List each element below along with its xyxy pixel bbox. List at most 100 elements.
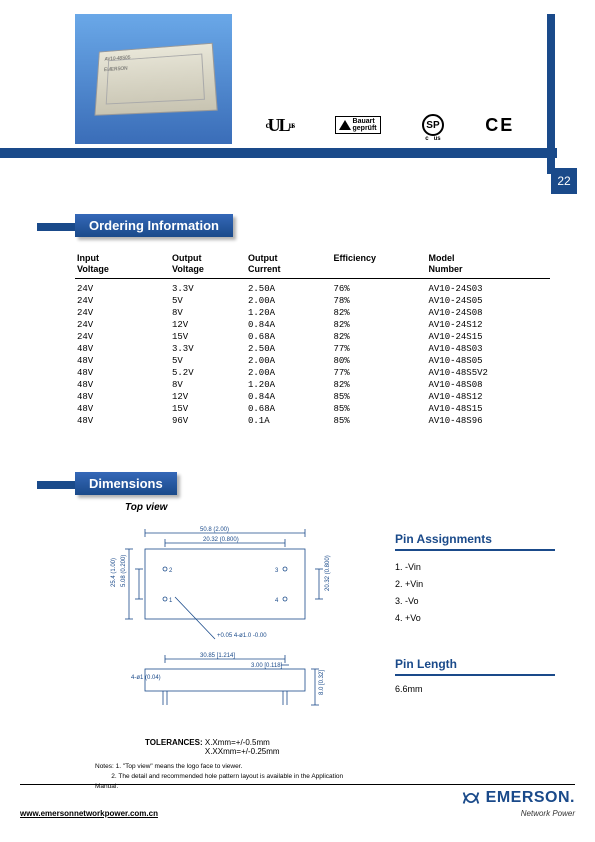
table-cell: 77% [332, 343, 427, 355]
table-cell: 48V [75, 343, 170, 355]
table-cell: 1.20A [246, 379, 332, 391]
svg-text:5.08 (0.200): 5.08 (0.200) [121, 555, 127, 587]
brand-name: EMERSON. [486, 789, 575, 807]
svg-text:4-ø1 (0.04): 4-ø1 (0.04) [131, 675, 161, 681]
table-cell: 2.50A [246, 343, 332, 355]
table-cell: 0.84A [246, 391, 332, 403]
dimension-drawing: 2 1 3 4 50.8 (2.00) 20.32 (0.800) 25.4 (… [85, 519, 365, 729]
pin-item: 4. +Vo [395, 610, 555, 627]
svg-text:3.00 [0.118]: 3.00 [0.118] [251, 663, 283, 669]
ordering-title: Ordering Information [75, 214, 233, 237]
table-row: 24V15V0.68A82%AV10-24S15 [75, 331, 550, 343]
table-cell: 82% [332, 331, 427, 343]
table-cell: 8V [170, 307, 246, 319]
table-row: 48V5V2.00A80%AV10-48S05 [75, 355, 550, 367]
table-cell: 24V [75, 319, 170, 331]
svg-text:4: 4 [275, 598, 279, 604]
table-row: 48V96V0.1A85%AV10-48S96 [75, 415, 550, 427]
table-row: 24V8V1.20A82%AV10-24S08 [75, 307, 550, 319]
table-cell: 24V [75, 307, 170, 319]
svg-text:1: 1 [169, 598, 173, 604]
page-footer: www.emersonnetworkpower.com.cn EMERSON. … [20, 784, 575, 818]
table-cell: 2.00A [246, 367, 332, 379]
table-cell: 78% [332, 295, 427, 307]
svg-text:30.85 [1.214]: 30.85 [1.214] [200, 653, 235, 659]
table-cell: AV10-48S08 [427, 379, 551, 391]
table-cell: 0.68A [246, 403, 332, 415]
table-cell: 82% [332, 379, 427, 391]
svg-text:2: 2 [169, 568, 173, 574]
table-header: Model Number [427, 250, 551, 278]
pin-item: 2. +Vin [395, 576, 555, 593]
table-cell: 85% [332, 391, 427, 403]
table-cell: AV10-24S03 [427, 278, 551, 295]
svg-text:20.32 (0.800): 20.32 (0.800) [325, 555, 331, 591]
table-cell: 5V [170, 355, 246, 367]
table-cell: 24V [75, 295, 170, 307]
svg-text:3: 3 [275, 568, 279, 574]
table-cell: 2.00A [246, 355, 332, 367]
certification-row: cULus Bauartgeprüft SP CE [245, 110, 535, 140]
brand-subtitle: Network Power [460, 809, 575, 818]
pin-length-value: 6.6mm [395, 684, 555, 694]
tuv-mark-icon: Bauartgeprüft [335, 116, 381, 134]
section-header-dimensions: Dimensions [75, 472, 177, 495]
table-cell: 15V [170, 331, 246, 343]
csa-mark-icon: SP [422, 114, 444, 136]
emerson-helix-icon [460, 787, 482, 809]
table-cell: 1.20A [246, 307, 332, 319]
table-cell: 0.84A [246, 319, 332, 331]
table-cell: 2.50A [246, 278, 332, 295]
table-cell: 82% [332, 319, 427, 331]
table-cell: 0.68A [246, 331, 332, 343]
pin-item: 1. -Vin [395, 559, 555, 576]
table-cell: 5.2V [170, 367, 246, 379]
header-divider-bar [0, 148, 557, 158]
ordering-table: Input VoltageOutput VoltageOutput Curren… [75, 250, 550, 427]
table-cell: AV10-48S5V2 [427, 367, 551, 379]
table-cell: 12V [170, 391, 246, 403]
table-row: 48V3.3V2.50A77%AV10-48S03 [75, 343, 550, 355]
table-cell: 82% [332, 307, 427, 319]
svg-text:20.32 (0.800): 20.32 (0.800) [203, 537, 239, 543]
table-cell: 48V [75, 379, 170, 391]
table-cell: 48V [75, 403, 170, 415]
table-cell: AV10-24S05 [427, 295, 551, 307]
pin-item: 3. -Vo [395, 593, 555, 610]
table-cell: 76% [332, 278, 427, 295]
table-cell: 48V [75, 391, 170, 403]
table-cell: AV10-24S15 [427, 331, 551, 343]
page-number: 22 [551, 168, 577, 194]
table-row: 24V3.3V2.50A76%AV10-24S03 [75, 278, 550, 295]
table-header: Output Current [246, 250, 332, 278]
table-cell: 3.3V [170, 343, 246, 355]
table-row: 24V5V2.00A78%AV10-24S05 [75, 295, 550, 307]
table-header: Output Voltage [170, 250, 246, 278]
hero-panel: AV10-48S05EMERSON [75, 14, 232, 144]
footer-url: www.emersonnetworkpower.com.cn [20, 809, 158, 818]
pin-assignments-heading: Pin Assignments [395, 532, 555, 551]
table-cell: AV10-48S03 [427, 343, 551, 355]
table-cell: 2.00A [246, 295, 332, 307]
table-header: Input Voltage [75, 250, 170, 278]
table-row: 48V12V0.84A85%AV10-48S12 [75, 391, 550, 403]
table-row: 48V15V0.68A85%AV10-48S15 [75, 403, 550, 415]
table-cell: 5V [170, 295, 246, 307]
table-cell: 80% [332, 355, 427, 367]
table-header: Efficiency [332, 250, 427, 278]
emerson-logo: EMERSON. Network Power [460, 787, 575, 818]
table-cell: 24V [75, 278, 170, 295]
ul-mark-icon: cULus [266, 115, 294, 136]
table-cell: 3.3V [170, 278, 246, 295]
table-cell: AV10-24S08 [427, 307, 551, 319]
table-cell: 85% [332, 403, 427, 415]
pin-length-heading: Pin Length [395, 657, 555, 676]
table-cell: 48V [75, 355, 170, 367]
table-cell: AV10-24S12 [427, 319, 551, 331]
section-header-ordering: Ordering Information [75, 214, 233, 237]
product-photo: AV10-48S05EMERSON [94, 43, 217, 116]
table-cell: 12V [170, 319, 246, 331]
table-cell: AV10-48S96 [427, 415, 551, 427]
table-cell: 85% [332, 415, 427, 427]
svg-text:+0.05 4-ø1.0 -0.00: +0.05 4-ø1.0 -0.00 [217, 633, 267, 639]
